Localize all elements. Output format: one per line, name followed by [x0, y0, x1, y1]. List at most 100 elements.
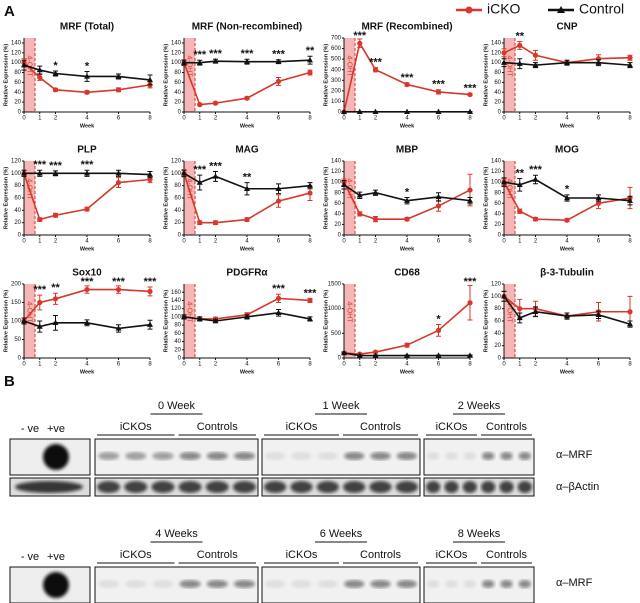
- treatment-label: 4-OHT: [346, 302, 353, 324]
- x-tick-label: 2: [374, 116, 378, 122]
- y-tick-label: 0: [338, 233, 342, 239]
- x-tick-label: 4: [85, 116, 89, 122]
- group-label: Controls: [197, 549, 238, 561]
- band: [179, 452, 201, 460]
- significance: **: [515, 30, 524, 42]
- chart-title: CD68: [394, 268, 420, 279]
- y-tick-label: 20: [14, 220, 21, 226]
- marker: [532, 52, 539, 58]
- x-tick-label: 2: [214, 116, 218, 122]
- marker: [84, 319, 90, 326]
- treatment-label: 4-OHT: [346, 56, 353, 78]
- y-tick-label: 140: [171, 41, 182, 47]
- marker: [595, 59, 602, 65]
- marker: [212, 173, 219, 179]
- band: [205, 481, 229, 493]
- x-tick-label: 2: [54, 239, 58, 245]
- band: [152, 452, 174, 460]
- y-tick-label: 20: [174, 347, 181, 353]
- marker: [52, 212, 59, 218]
- x-tick-label: 0: [182, 116, 186, 122]
- band: [463, 452, 477, 460]
- y-tick-label: 100: [171, 314, 182, 320]
- marker: [275, 295, 282, 301]
- marker: [435, 89, 442, 95]
- y-tick-label: 0: [178, 356, 182, 362]
- y-tick-label: 100: [171, 171, 182, 177]
- marker: [595, 194, 602, 201]
- marker: [404, 81, 410, 88]
- marker: [197, 102, 203, 108]
- marker: [501, 293, 507, 299]
- treatment-band: [184, 161, 196, 235]
- y-tick-label: 600: [331, 46, 342, 52]
- marker: [435, 327, 442, 333]
- band: [98, 452, 120, 460]
- y-tick-label: 40: [334, 211, 341, 217]
- marker: [404, 108, 410, 114]
- group-label: iCKOs: [436, 549, 468, 561]
- treatment-label: 4-OHT: [186, 56, 193, 78]
- significance: **: [243, 171, 252, 183]
- band: [178, 481, 202, 493]
- x-tick-label: 6: [437, 362, 441, 368]
- marker: [84, 206, 90, 212]
- y-tick-label: 0: [338, 356, 342, 362]
- timepoint-label: 0 Week: [158, 400, 196, 412]
- x-tick-label: 4: [85, 362, 89, 368]
- marker: [181, 313, 187, 320]
- y-tick-label: 100: [11, 171, 22, 177]
- marker: [516, 314, 523, 321]
- band: [317, 580, 339, 588]
- y-tick-label: 140: [491, 159, 502, 165]
- band: [518, 452, 531, 460]
- marker: [467, 197, 473, 203]
- y-tick-label: 100: [171, 60, 182, 66]
- x-tick-label: 2: [214, 239, 218, 245]
- marker: [307, 297, 313, 304]
- marker: [196, 179, 203, 185]
- series-line: [503, 295, 631, 325]
- chart-title: MAG: [235, 145, 259, 156]
- x-tick-label: 0: [22, 362, 26, 368]
- treatment-band: [184, 38, 196, 112]
- significance: ***: [112, 276, 126, 288]
- marker: [357, 40, 363, 46]
- significance: ***: [49, 160, 63, 172]
- x-tick-label: 1: [358, 116, 362, 122]
- series-line: [184, 59, 311, 64]
- band: [463, 580, 477, 588]
- significance: ***: [193, 49, 207, 61]
- y-tick-label: 0: [18, 110, 22, 116]
- y-tick-label: 20: [494, 100, 501, 106]
- marker: [115, 325, 122, 331]
- significance: ***: [369, 57, 383, 69]
- treatment-band: [24, 38, 36, 112]
- x-tick-label: 8: [468, 116, 472, 122]
- y-tick-label: 80: [494, 70, 501, 76]
- marker: [21, 317, 27, 324]
- marker: [21, 61, 27, 68]
- series-line: [343, 184, 471, 202]
- y-tick-label: 140: [331, 159, 342, 165]
- y-tick-label: 60: [14, 196, 21, 202]
- marker: [467, 91, 473, 98]
- marker: [341, 349, 347, 356]
- y-tick-label: 40: [14, 208, 21, 214]
- marker: [341, 108, 347, 114]
- significance: ***: [432, 79, 446, 91]
- treatment-band: [344, 284, 356, 358]
- x-tick-label: 6: [597, 239, 601, 245]
- x-tick-label: 0: [22, 116, 26, 122]
- marker: [244, 313, 250, 320]
- significance: ***: [401, 72, 415, 84]
- control-label: +ve: [47, 423, 65, 435]
- marker: [532, 176, 539, 182]
- marker: [435, 352, 442, 358]
- control-label: +ve: [47, 551, 65, 563]
- blot-strip: [423, 566, 535, 603]
- series-line: [503, 178, 631, 202]
- significance: ***: [464, 276, 478, 288]
- significance: *: [85, 60, 90, 72]
